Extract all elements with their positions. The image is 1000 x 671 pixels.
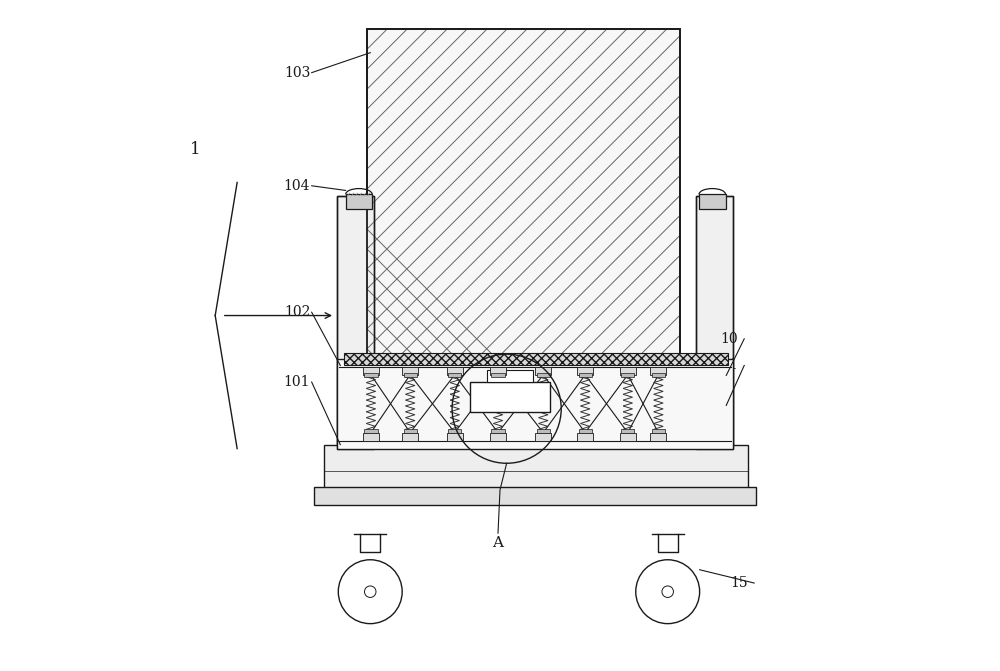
Bar bbox=[448, 374, 461, 376]
Bar bbox=[314, 486, 756, 505]
Bar bbox=[404, 374, 417, 376]
Text: 10: 10 bbox=[721, 332, 738, 346]
Bar bbox=[696, 196, 733, 449]
Bar bbox=[344, 354, 728, 366]
Bar bbox=[621, 429, 634, 433]
Circle shape bbox=[338, 560, 402, 623]
Bar bbox=[579, 374, 592, 376]
Bar bbox=[404, 429, 417, 433]
Bar bbox=[652, 374, 665, 376]
Text: 1: 1 bbox=[190, 141, 201, 158]
Bar bbox=[620, 367, 636, 375]
Circle shape bbox=[662, 586, 673, 597]
Bar bbox=[447, 367, 463, 375]
Bar bbox=[346, 195, 372, 209]
Bar bbox=[621, 374, 634, 376]
Bar bbox=[337, 196, 374, 449]
Bar bbox=[537, 374, 550, 376]
Bar bbox=[448, 429, 461, 433]
Text: A: A bbox=[493, 536, 504, 550]
Bar bbox=[470, 382, 550, 412]
Bar bbox=[447, 433, 463, 441]
Text: 103: 103 bbox=[284, 66, 310, 80]
Bar bbox=[487, 370, 533, 382]
Bar bbox=[696, 196, 733, 449]
Bar bbox=[363, 367, 379, 375]
Bar bbox=[324, 446, 748, 488]
Bar bbox=[490, 367, 506, 375]
Bar bbox=[402, 433, 418, 441]
Bar bbox=[367, 30, 680, 376]
Bar bbox=[367, 30, 680, 376]
Text: 104: 104 bbox=[284, 178, 310, 193]
Bar bbox=[699, 195, 726, 209]
Bar bbox=[337, 359, 733, 449]
Bar bbox=[491, 429, 505, 433]
Bar bbox=[577, 433, 593, 441]
Bar bbox=[577, 367, 593, 375]
Bar bbox=[535, 433, 551, 441]
Bar bbox=[620, 433, 636, 441]
Bar bbox=[402, 367, 418, 375]
Text: 102: 102 bbox=[284, 305, 310, 319]
Bar bbox=[491, 374, 505, 376]
Bar bbox=[364, 429, 378, 433]
Text: 101: 101 bbox=[284, 375, 310, 389]
Text: 11: 11 bbox=[721, 358, 738, 372]
Bar bbox=[652, 429, 665, 433]
Bar bbox=[650, 367, 666, 375]
Bar bbox=[364, 374, 378, 376]
Bar bbox=[490, 433, 506, 441]
Bar bbox=[579, 429, 592, 433]
Circle shape bbox=[364, 586, 376, 597]
Bar bbox=[537, 429, 550, 433]
Text: 15: 15 bbox=[731, 576, 748, 590]
Circle shape bbox=[636, 560, 700, 623]
Bar bbox=[535, 367, 551, 375]
Bar bbox=[337, 196, 374, 449]
Bar bbox=[363, 433, 379, 441]
Bar bbox=[650, 433, 666, 441]
